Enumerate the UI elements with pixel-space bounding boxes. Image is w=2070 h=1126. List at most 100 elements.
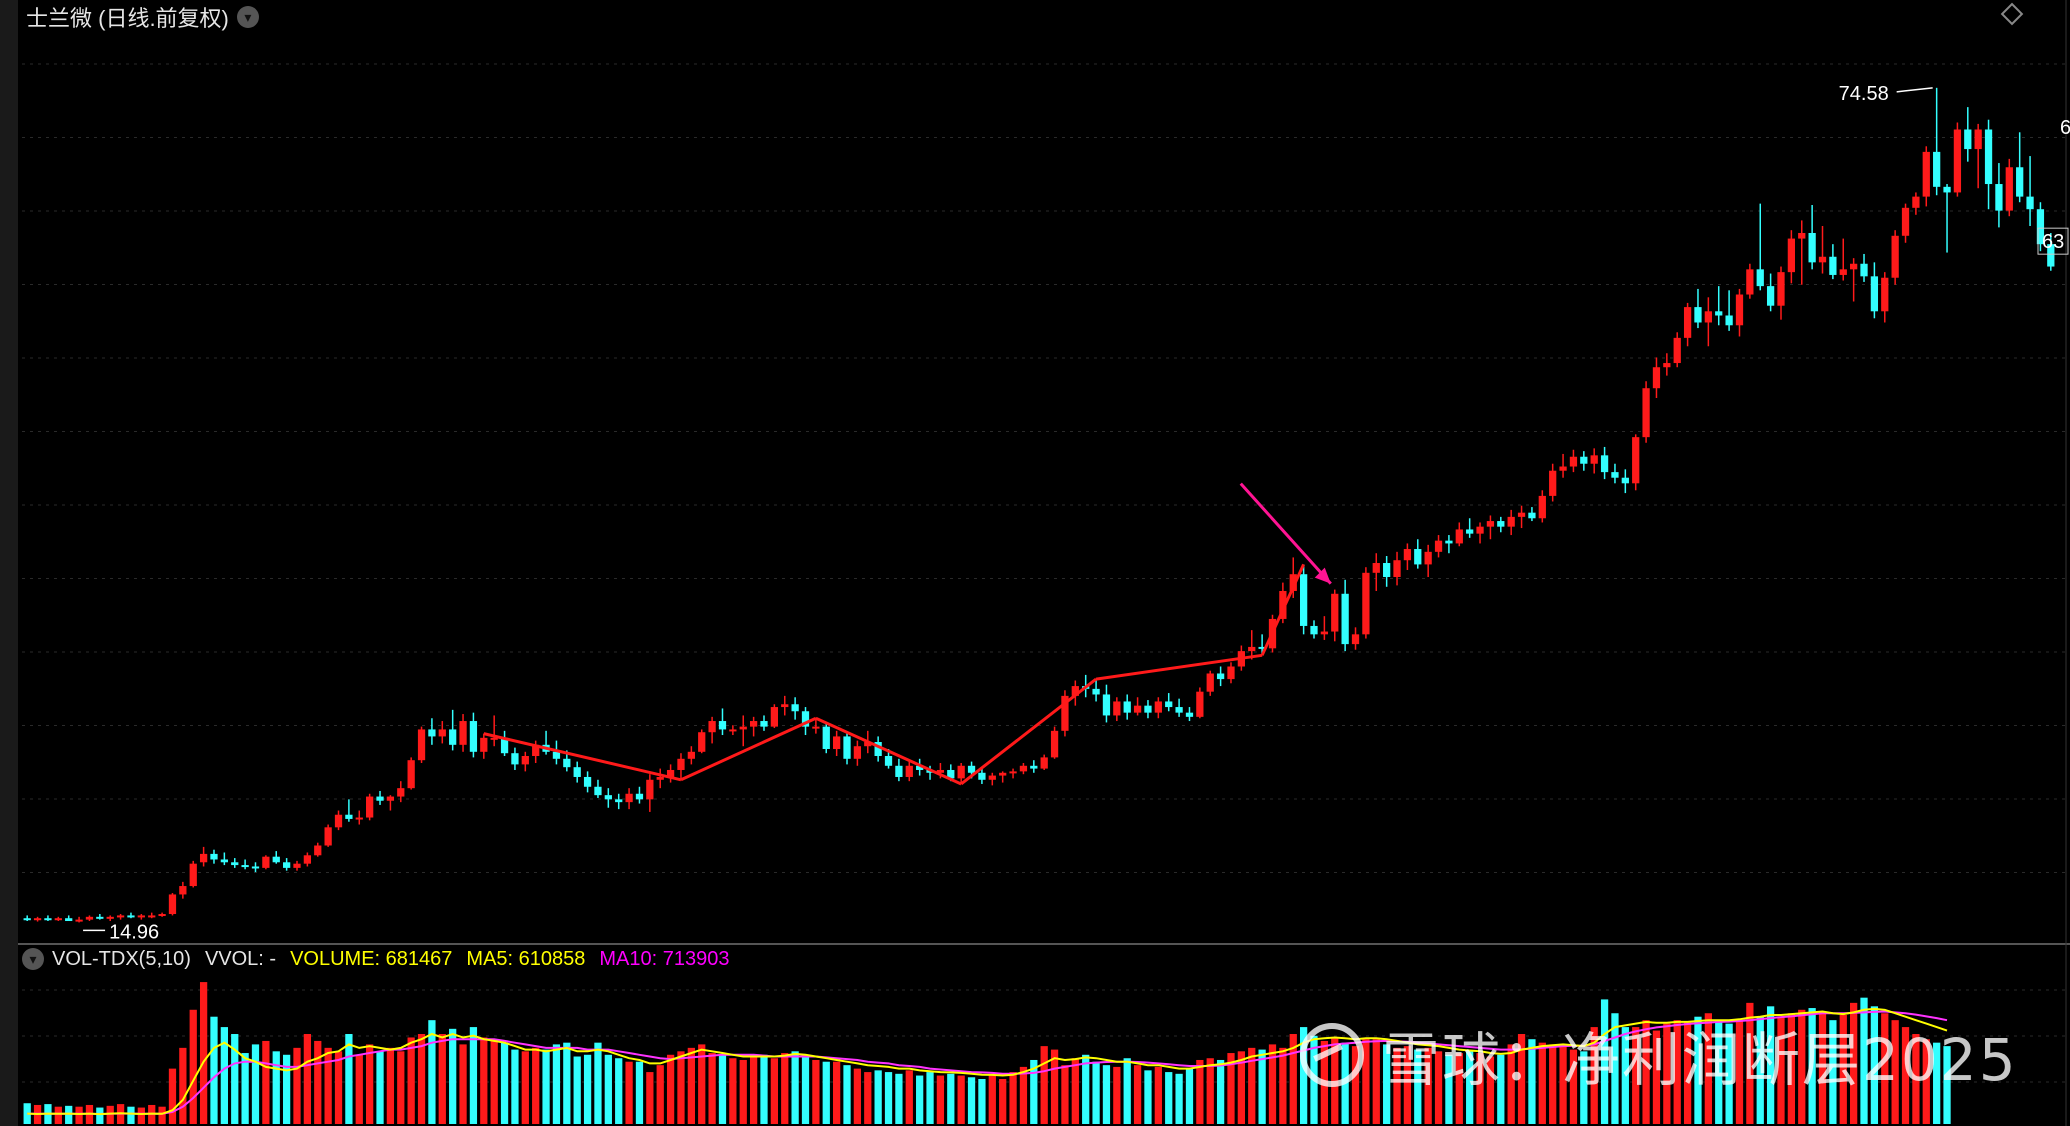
chart-title: 士兰微 (日线.前复权) bbox=[26, 6, 229, 31]
breakout-arrow bbox=[1239, 482, 1332, 585]
candle-up bbox=[1154, 701, 1162, 713]
volume-indicator-name: VOL-TDX(5,10) bbox=[52, 947, 191, 970]
volume-bar bbox=[729, 1058, 737, 1124]
candle-up bbox=[1248, 646, 1256, 652]
volume-bar bbox=[656, 1065, 664, 1124]
candle-up bbox=[957, 765, 965, 779]
candle-up bbox=[366, 796, 374, 818]
candle-up bbox=[749, 721, 758, 727]
candle-down bbox=[2016, 167, 2024, 197]
volume-bar bbox=[884, 1072, 893, 1124]
volume-bar bbox=[1715, 1020, 1723, 1124]
volume-bar bbox=[926, 1072, 934, 1124]
volume-bar bbox=[781, 1053, 789, 1124]
volume-bar bbox=[293, 1047, 301, 1124]
candle-down bbox=[2036, 209, 2045, 245]
volume-bar bbox=[241, 1053, 249, 1124]
volume-bar bbox=[1621, 1027, 1629, 1124]
volume-bar bbox=[386, 1047, 395, 1124]
volume-bar bbox=[1850, 1002, 1858, 1124]
volume-bar bbox=[1943, 1046, 1951, 1124]
candle-up bbox=[1476, 526, 1484, 534]
candle-up bbox=[397, 788, 405, 797]
candle-up bbox=[199, 853, 208, 863]
candle-up bbox=[1289, 574, 1297, 591]
volume-bar bbox=[812, 1059, 820, 1124]
volume-bar bbox=[1019, 1066, 1028, 1124]
volume-bar bbox=[698, 1044, 706, 1124]
volume-bar bbox=[1746, 1002, 1754, 1124]
candle-down bbox=[1725, 315, 1733, 326]
candle-down bbox=[563, 758, 571, 768]
candle-down bbox=[1870, 276, 1879, 312]
volume-bar bbox=[1580, 1051, 1588, 1124]
candle-down bbox=[1258, 646, 1266, 649]
volume-bar bbox=[646, 1072, 654, 1124]
volume-bar bbox=[615, 1058, 623, 1124]
candle-down bbox=[1175, 707, 1183, 713]
volume-bar bbox=[168, 1068, 177, 1124]
volume-bar bbox=[760, 1054, 768, 1124]
candle-down bbox=[428, 729, 436, 737]
volume-bar bbox=[1652, 1030, 1661, 1124]
volume-bar bbox=[1933, 1042, 1941, 1124]
candle-up bbox=[75, 919, 83, 922]
candle-down bbox=[1528, 512, 1536, 519]
candle-down bbox=[220, 859, 228, 863]
candle-down bbox=[2026, 196, 2034, 210]
volume-bar bbox=[1860, 997, 1868, 1124]
volume-bar bbox=[96, 1107, 104, 1124]
volume-bar bbox=[1050, 1049, 1059, 1124]
volume-ma5-line bbox=[27, 1007, 1948, 1116]
volume-bar bbox=[1061, 1065, 1069, 1124]
volume-bar bbox=[1216, 1059, 1225, 1124]
volume-bar bbox=[158, 1106, 166, 1124]
volume-bar bbox=[1414, 1049, 1422, 1124]
candle-up bbox=[106, 916, 114, 919]
candle-up bbox=[262, 856, 270, 868]
volume-bar bbox=[1289, 1034, 1297, 1124]
volume-bar bbox=[272, 1051, 280, 1124]
candle-down bbox=[1766, 286, 1775, 306]
volume-bar bbox=[967, 1077, 976, 1124]
candle-up bbox=[1434, 540, 1443, 552]
volume-bar bbox=[1683, 1021, 1692, 1124]
candle-up bbox=[137, 915, 145, 918]
volume-bar bbox=[1154, 1066, 1162, 1124]
candle-up bbox=[1839, 269, 1847, 275]
candle-up bbox=[1850, 263, 1858, 270]
candle-up bbox=[1424, 551, 1432, 565]
candle-down bbox=[1943, 186, 1951, 193]
candle-up bbox=[407, 760, 415, 789]
volume-bar bbox=[916, 1075, 924, 1124]
candle-up bbox=[864, 742, 872, 747]
candle-up bbox=[1486, 521, 1495, 527]
volume-bar bbox=[573, 1056, 581, 1124]
candle-up bbox=[708, 721, 716, 733]
chevron-down-icon[interactable]: ▾ bbox=[236, 6, 259, 28]
candle-down bbox=[718, 721, 727, 730]
candle-up bbox=[1009, 771, 1017, 774]
candle-up bbox=[687, 751, 695, 759]
candle-down bbox=[511, 753, 519, 765]
candle-down bbox=[469, 721, 478, 752]
candle-up bbox=[999, 772, 1007, 776]
volume-bar bbox=[1818, 1011, 1827, 1124]
candle-down bbox=[978, 772, 986, 780]
candle-down bbox=[573, 767, 581, 777]
candle-down bbox=[1860, 263, 1868, 277]
candle-down bbox=[615, 799, 623, 803]
volume-bar bbox=[1434, 1051, 1443, 1124]
candle-up bbox=[1362, 572, 1370, 635]
volume-bar bbox=[999, 1079, 1007, 1124]
candle-down bbox=[376, 796, 384, 801]
volume-bar bbox=[1092, 1061, 1100, 1124]
volume-bar bbox=[1798, 1009, 1806, 1124]
chevron-down-icon[interactable]: ▾ bbox=[22, 948, 44, 970]
candle-up bbox=[54, 918, 62, 921]
volume-bar bbox=[1113, 1066, 1121, 1124]
candles-layer bbox=[23, 87, 2055, 923]
candle-up bbox=[521, 756, 529, 765]
volume-bar bbox=[438, 1034, 446, 1124]
candle-up bbox=[1196, 691, 1204, 717]
